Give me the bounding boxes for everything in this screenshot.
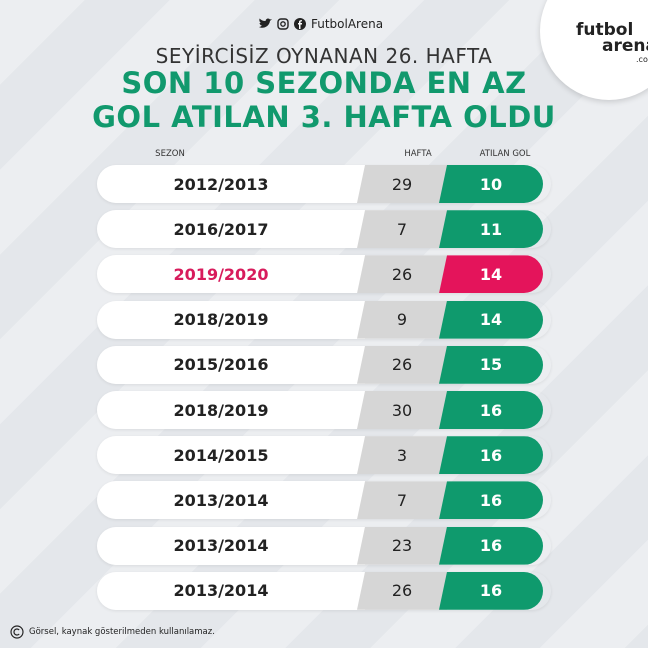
table-row: 2013/2014 7 16 — [97, 481, 551, 520]
table-row: 2013/2014 26 16 — [97, 571, 551, 610]
season-cell: 2018/2019 — [97, 300, 365, 339]
season-cell: 2014/2015 — [97, 436, 365, 475]
season-cell: 2016/2017 — [97, 210, 365, 249]
table-row: 2019/2020 26 14 — [97, 255, 551, 294]
goals-cell: 15 — [439, 345, 543, 384]
facebook-icon — [294, 18, 306, 30]
goals-cell: 16 — [439, 526, 543, 565]
week-cell: 30 — [357, 391, 447, 429]
week-cell: 23 — [357, 526, 447, 565]
column-header: HAFTA — [404, 149, 432, 159]
footer-text: Görsel, kaynak gösterilmeden kullanılama… — [29, 627, 215, 637]
goals-cell: 14 — [439, 300, 543, 339]
goals-cell: 16 — [439, 481, 543, 520]
week-cell: 29 — [357, 165, 447, 203]
week-cell: 3 — [357, 436, 447, 475]
season-cell: 2012/2013 — [97, 165, 365, 203]
social-bar: FutbolArena — [258, 14, 383, 34]
goals-cell: 16 — [439, 391, 543, 429]
table-row: 2018/2019 9 14 — [97, 300, 551, 339]
headline: SON 10 SEZONDA EN AZ — [121, 66, 527, 100]
copyright-icon — [10, 625, 24, 639]
footer: Görsel, kaynak gösterilmeden kullanılama… — [10, 625, 215, 639]
week-cell: 26 — [357, 571, 447, 610]
week-cell: 9 — [357, 300, 447, 339]
logo-text: arena — [602, 36, 648, 56]
column-header: SEZON — [155, 149, 185, 159]
title: SEYİRCİSİZ OYNANAN 26. HAFTA — [155, 44, 493, 68]
season-cell: 2019/2020 — [97, 255, 365, 294]
season-cell: 2015/2016 — [97, 345, 365, 384]
table-row: 2012/2013 29 10 — [97, 165, 551, 203]
headline: GOL ATILAN 3. HAFTA OLDU — [92, 100, 556, 134]
week-cell: 26 — [357, 345, 447, 384]
logo-text: .com — [636, 55, 648, 64]
goals-cell: 16 — [439, 436, 543, 475]
season-cell: 2013/2014 — [97, 481, 365, 520]
goals-cell: 14 — [439, 255, 543, 294]
goals-cell: 10 — [439, 165, 543, 203]
week-cell: 26 — [357, 255, 447, 294]
season-cell: 2018/2019 — [97, 391, 365, 429]
table-row: 2016/2017 7 11 — [97, 210, 551, 249]
week-cell: 7 — [357, 210, 447, 249]
goals-cell: 11 — [439, 210, 543, 249]
table-row: 2015/2016 26 15 — [97, 345, 551, 384]
table-row: 2014/2015 3 16 — [97, 436, 551, 475]
column-header: ATILAN GOL — [479, 149, 531, 159]
logo-text: futbol — [576, 20, 634, 40]
season-cell: 2013/2014 — [97, 571, 365, 610]
goals-cell: 16 — [439, 571, 543, 610]
handle: FutbolArena — [311, 17, 384, 31]
table-row: 2018/2019 30 16 — [97, 391, 551, 429]
instagram-icon — [277, 18, 289, 30]
table-row: 2013/2014 23 16 — [97, 526, 551, 565]
week-cell: 7 — [357, 481, 447, 520]
twitter-icon — [259, 18, 272, 28]
season-cell: 2013/2014 — [97, 526, 365, 565]
